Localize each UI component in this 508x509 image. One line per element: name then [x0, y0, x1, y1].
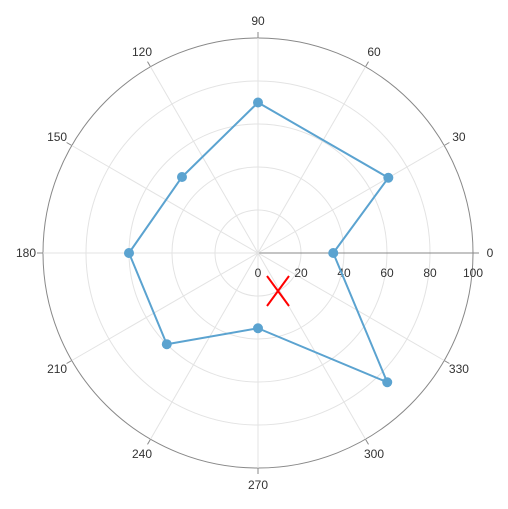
angular-tick-mark — [147, 61, 151, 68]
grid-spoke — [257, 252, 366, 440]
angular-tick-label: 30 — [452, 130, 466, 144]
angular-tick-labels: 0 30 60 90 120 150 180 210 240 270 300 330 — [16, 14, 494, 492]
radial-tick-labels: 0 20 40 60 80 100 — [255, 266, 484, 280]
data-point — [161, 339, 172, 350]
angular-tick-label: 90 — [251, 14, 265, 28]
radial-tick-label: 80 — [423, 266, 437, 280]
annotation-layer — [266, 275, 290, 307]
series-layer — [124, 97, 394, 388]
radial-tick-label: 100 — [463, 266, 483, 280]
angular-tick-label: 270 — [248, 478, 268, 492]
radial-tick-label: 60 — [380, 266, 394, 280]
angular-tick-label: 210 — [47, 362, 67, 376]
data-point — [382, 377, 393, 388]
angular-tick-label: 240 — [132, 447, 152, 461]
angular-tick-mark — [365, 61, 369, 68]
angular-tick-label: 60 — [367, 45, 381, 59]
grid-spoke — [257, 145, 445, 254]
data-point — [124, 248, 134, 258]
data-point — [328, 248, 339, 258]
data-point — [176, 171, 187, 182]
data-point — [383, 172, 394, 183]
angular-tick-label: 0 — [487, 246, 494, 260]
x-marker-stroke — [266, 275, 290, 307]
grid-spoke — [150, 66, 259, 254]
data-point — [253, 323, 263, 334]
angular-tick-label: 120 — [132, 45, 152, 59]
angular-tick-label: 150 — [47, 130, 67, 144]
radial-tick-label: 20 — [294, 266, 308, 280]
x-marker — [266, 275, 290, 307]
data-point — [253, 97, 263, 108]
angular-tick-label: 330 — [449, 362, 469, 376]
grid-spoke — [71, 145, 259, 254]
polar-grid — [37, 32, 479, 474]
angular-tick-mark — [443, 360, 450, 364]
angular-tick-label: 180 — [16, 246, 36, 260]
angular-tick-mark — [443, 142, 450, 146]
grid-spoke — [257, 252, 445, 361]
angular-tick-label: 300 — [364, 447, 384, 461]
grid-spoke — [150, 252, 259, 440]
angular-tick-mark — [147, 438, 151, 445]
radial-tick-label: 0 — [255, 266, 262, 280]
angular-tick-mark — [66, 360, 73, 364]
grid-spoke — [71, 252, 259, 361]
angular-tick-mark — [365, 438, 369, 445]
angular-tick-mark — [66, 142, 73, 146]
grid-spoke — [257, 66, 366, 254]
